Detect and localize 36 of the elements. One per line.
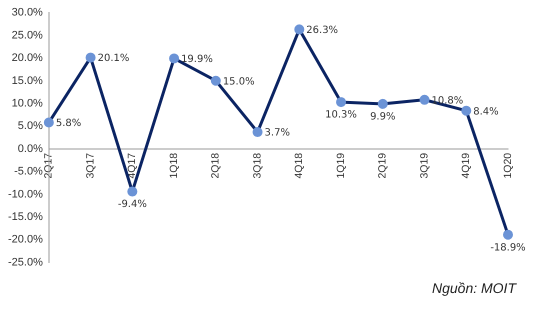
y-tick-label: -25.0% [8,256,44,268]
y-tick-label: 5.0% [18,120,44,132]
y-tick-label: -10.0% [8,188,44,200]
y-tick-label: -20.0% [8,234,44,246]
data-label: 8.4% [473,106,499,118]
data-label: -9.4% [118,199,147,210]
data-label: 10.8% [432,95,464,106]
y-tick-label: 0.0% [18,142,44,155]
y-tick-label: 25.0% [12,29,44,42]
data-label: 10.3% [325,110,357,121]
y-tick-label: 30.0% [12,6,44,19]
data-label: 9.9% [370,111,396,122]
x-tick-label: 4Q17 [126,152,138,179]
x-tick-label: 1Q19 [334,152,347,179]
x-tick-label: 3Q18 [251,152,264,179]
y-tick-label: 10.0% [12,97,44,110]
x-tick-label: 2Q19 [376,152,389,179]
data-label: 26.3% [306,25,338,36]
y-tick-label: 15.0% [12,74,44,87]
x-tick-label: 3Q17 [84,152,96,179]
x-tick-label: 4Q18 [293,152,306,179]
data-label: -18.9% [490,242,526,254]
y-tick-label: -15.0% [8,211,44,224]
x-tick-label: 1Q20 [502,152,514,179]
data-label: 5.8% [56,118,82,130]
y-tick-label: 20.0% [12,52,44,64]
data-label: 3.7% [264,128,290,139]
x-tick-label: 4Q19 [460,152,472,179]
x-tick-label: 2Q18 [210,152,222,179]
data-label: 15.0% [222,76,255,88]
text: Nguồn: MOIT [432,280,516,296]
data-label: 19.9% [181,54,213,66]
data-label: 20.1% [98,53,130,64]
x-tick-label: 1Q18 [168,152,180,179]
y-tick-label: -5.0% [14,166,44,178]
x-tick-label: 3Q19 [418,152,430,179]
